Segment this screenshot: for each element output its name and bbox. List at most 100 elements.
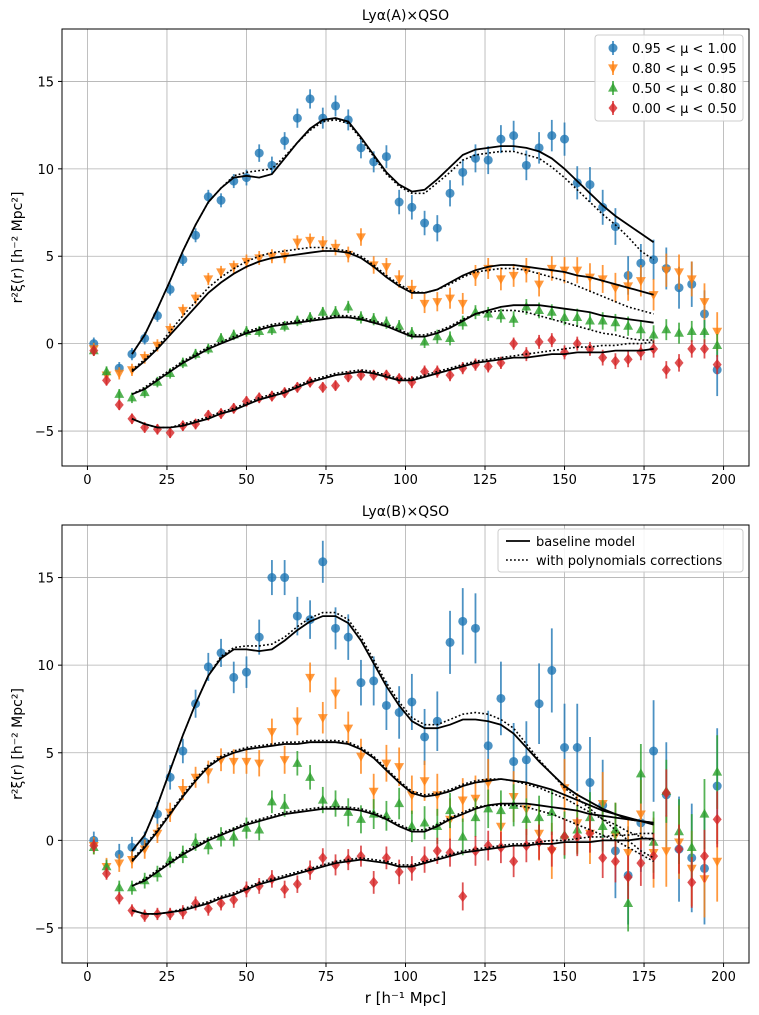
data-point xyxy=(560,134,570,144)
data-point xyxy=(305,771,316,781)
data-point xyxy=(534,812,545,822)
data-point xyxy=(445,369,455,381)
y-tick-label: 15 xyxy=(37,572,54,587)
data-point xyxy=(177,306,188,316)
data-point xyxy=(228,831,239,841)
data-point xyxy=(394,372,404,385)
grid xyxy=(62,525,749,963)
data-point xyxy=(203,840,214,850)
data-point xyxy=(445,332,455,342)
data-point xyxy=(661,787,671,799)
data-point xyxy=(495,275,506,285)
data-point xyxy=(534,836,544,848)
data-point xyxy=(661,266,672,276)
data-point xyxy=(483,741,493,751)
baseline-model-line xyxy=(131,802,654,887)
data-point xyxy=(420,732,430,742)
data-point xyxy=(331,379,341,392)
data-point xyxy=(139,845,150,855)
data-point xyxy=(432,716,442,726)
data-point xyxy=(445,805,455,815)
legend-label: 0.00 < μ < 0.50 xyxy=(632,102,736,117)
data-point xyxy=(674,268,684,278)
data-point xyxy=(636,258,646,268)
baseline-model-line xyxy=(131,348,654,429)
legend-label: 0.50 < μ < 0.80 xyxy=(632,82,736,97)
data-point xyxy=(457,831,468,841)
polynomial-model-line xyxy=(131,341,654,429)
data-point xyxy=(241,667,251,677)
data-point xyxy=(470,623,480,633)
data-point xyxy=(266,796,277,806)
data-point xyxy=(152,341,163,351)
data-point xyxy=(267,160,277,170)
data-point xyxy=(381,263,392,273)
data-point xyxy=(496,134,506,144)
y-tick-label: 5 xyxy=(46,250,54,265)
polynomial-model-line xyxy=(131,739,654,861)
data-point xyxy=(458,167,468,177)
data-point xyxy=(699,343,709,355)
data-point xyxy=(266,324,277,334)
data-point xyxy=(140,333,150,343)
data-point xyxy=(712,339,723,349)
data-point xyxy=(280,883,290,896)
data-point xyxy=(686,841,697,851)
data-point xyxy=(495,310,506,320)
data-point xyxy=(458,890,468,903)
data-point xyxy=(368,313,379,323)
data-point xyxy=(203,903,213,915)
data-point xyxy=(406,327,417,337)
data-point xyxy=(406,285,417,295)
data-point xyxy=(546,306,557,316)
data-point xyxy=(572,266,583,276)
data-point xyxy=(368,787,379,797)
y-tick-label: 5 xyxy=(46,747,54,762)
data-point xyxy=(165,326,176,336)
legend-label: with polynomials corrections xyxy=(536,554,722,569)
data-point xyxy=(216,268,226,278)
data-point xyxy=(152,423,162,435)
x-tick-label: 50 xyxy=(238,970,255,985)
data-point xyxy=(699,326,710,336)
data-point xyxy=(101,366,112,376)
data-point xyxy=(381,152,391,162)
data-point xyxy=(216,195,226,205)
data-point xyxy=(267,573,277,583)
data-point xyxy=(356,233,366,243)
data-point xyxy=(572,743,582,753)
data-point xyxy=(317,240,328,250)
polynomial-model-line xyxy=(131,246,654,371)
data-point xyxy=(635,810,646,820)
data-point xyxy=(165,427,175,439)
data-point xyxy=(559,784,570,794)
data-point xyxy=(394,798,405,808)
chart-title: Lyα(B)×QSO xyxy=(362,504,449,520)
data-point xyxy=(114,882,125,892)
ticks: 0 25 50 75 100 125 150 175 200 −5 0 5 10 15 xyxy=(35,572,736,985)
data-point xyxy=(661,324,672,334)
data-point xyxy=(623,898,634,908)
data-point xyxy=(331,101,341,111)
data-point xyxy=(356,143,366,153)
data-point xyxy=(483,308,494,318)
data-point xyxy=(89,345,99,357)
data-point xyxy=(610,824,621,834)
data-point xyxy=(114,369,125,379)
data-point xyxy=(674,843,684,855)
data-point xyxy=(177,785,188,795)
data-point xyxy=(102,374,112,386)
x-tick-label: 175 xyxy=(632,473,657,488)
data-point xyxy=(305,94,315,104)
data-point xyxy=(597,315,608,325)
data-point xyxy=(445,188,455,198)
y-tick-label: 15 xyxy=(37,75,54,90)
x-tick-label: 0 xyxy=(83,473,91,488)
data-point xyxy=(483,803,494,813)
data-point xyxy=(356,813,366,823)
data-point xyxy=(610,855,620,868)
data-point xyxy=(635,324,646,334)
x-tick-label: 0 xyxy=(83,970,91,985)
data-point xyxy=(521,266,532,276)
data-point xyxy=(635,277,646,287)
